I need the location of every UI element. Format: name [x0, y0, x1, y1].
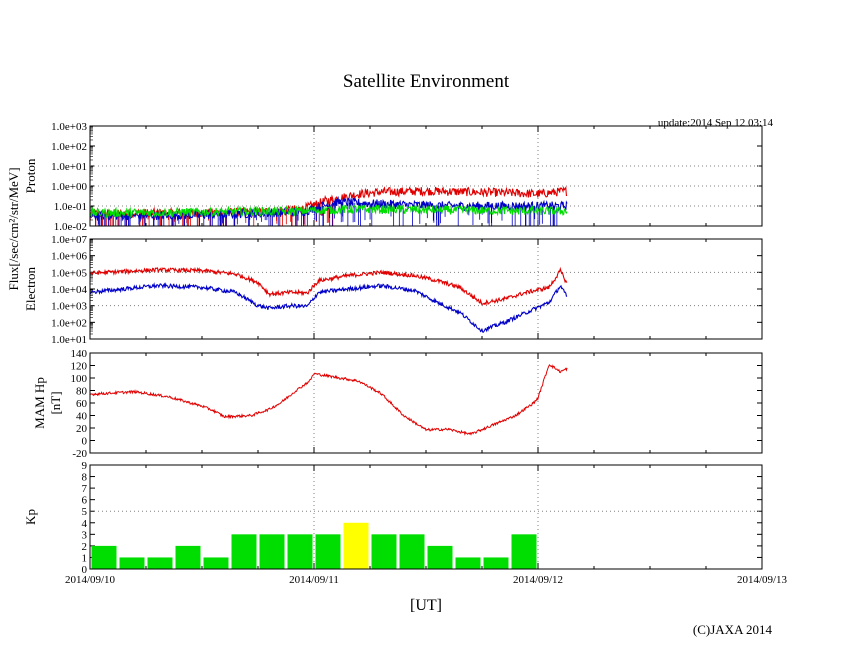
- kp-bar: [399, 534, 425, 569]
- electron-ytick-label: 1.0e+04: [51, 284, 87, 296]
- mam-hp-ytick-label: 140: [71, 348, 88, 360]
- kp-bar: [315, 534, 341, 569]
- kp-bar: [231, 534, 257, 569]
- mam-hp-ytick-label: 100: [71, 373, 88, 385]
- electron-blue-line: [90, 282, 568, 333]
- flux-ylabel: Flux[/sec/cm²/str/MeV]: [6, 167, 21, 290]
- proton-panel: 1.0e+03 1.0e+02 1.0e+01 1.0e+00 1.0e-01 1.0e-…: [23, 121, 763, 233]
- proton-green-line: [90, 203, 568, 219]
- kp-bar: [287, 534, 313, 569]
- kp-ytick-label: 8: [82, 472, 88, 484]
- kp-ytick-label: 4: [82, 518, 88, 530]
- mam-hp-frame: [89, 352, 763, 454]
- mam-hp-ytick-label: 80: [76, 386, 88, 398]
- kp-data: [91, 522, 537, 569]
- kp-bar: [203, 557, 229, 569]
- kp-bar: [91, 545, 117, 569]
- mam-hp-ytick-label: 40: [76, 411, 88, 423]
- x-axis-title: [UT]: [410, 597, 442, 614]
- kp-ytick-label: 6: [82, 495, 88, 507]
- electron-ylabel: Electron: [23, 266, 38, 311]
- kp-bar: [455, 557, 481, 569]
- hp-red-line: [90, 364, 568, 436]
- proton-frame: [89, 125, 763, 227]
- electron-ytick-label: 1.0e+06: [51, 251, 87, 263]
- x-tick-label: 2014/09/13: [737, 574, 788, 586]
- copyright-text: (C)JAXA 2014: [693, 622, 773, 637]
- kp-frame: [89, 464, 763, 570]
- electron-ytick-label: 1.0e+07: [51, 234, 87, 246]
- electron-ytick-label: 1.0e+05: [51, 267, 87, 279]
- mam-hp-ylabel2: [nT]: [48, 391, 63, 414]
- proton-data: [90, 185, 568, 226]
- mam-hp-ytick-label: 120: [71, 361, 88, 373]
- proton-ytick-label: 1.0e+02: [51, 141, 87, 153]
- x-tick-label: 2014/09/12: [513, 574, 563, 586]
- mam-hp-ylabel: MAM Hp: [32, 377, 47, 429]
- electron-red-line: [90, 266, 568, 306]
- mam-hp-ytick-label: 60: [76, 398, 88, 410]
- mam-hp-data: [90, 364, 568, 436]
- kp-bar: [119, 557, 145, 569]
- proton-ytick-label: 1.0e+01: [51, 161, 87, 173]
- kp-bar: [483, 557, 509, 569]
- electron-ytick-label: 1.0e+03: [51, 301, 87, 313]
- kp-bar: [259, 534, 285, 569]
- kp-ytick-label: 7: [82, 483, 88, 495]
- proton-ytick-label: 1.0e-02: [54, 221, 87, 233]
- x-tick-label: 2014/09/10: [65, 574, 116, 586]
- electron-frame: [89, 238, 763, 340]
- kp-ytick-label: 3: [82, 529, 88, 541]
- proton-ytick-label: 1.0e-01: [54, 201, 87, 213]
- proton-ytick-label: 1.0e+03: [51, 121, 87, 133]
- kp-ylabel: Kp: [23, 509, 38, 525]
- kp-ytick-label: 1: [82, 552, 88, 564]
- mam-hp-ytick-label: -20: [72, 448, 87, 460]
- chart-title: Satellite Environment: [343, 71, 510, 92]
- kp-ytick-label: 9: [82, 460, 88, 472]
- update-timestamp: update:2014 Sep 12 03:14: [658, 117, 774, 129]
- electron-panel: 1.0e+07 1.0e+06 1.0e+05 1.0e+04 1.0e+03 1.0e+…: [23, 234, 763, 346]
- electron-ytick-label: 1.0e+02: [51, 317, 87, 329]
- kp-ytick-label: 2: [82, 541, 88, 553]
- mam-hp-ytick-label: 20: [76, 423, 88, 435]
- kp-ytick-label: 5: [82, 506, 88, 518]
- kp-bar: [371, 534, 397, 569]
- kp-bar: [175, 545, 201, 569]
- electron-data: [90, 266, 568, 333]
- kp-bar: [427, 545, 453, 569]
- panels-group: 1.0e+03 1.0e+02 1.0e+01 1.0e+00 1.0e-01 1.0e-…: [23, 121, 788, 586]
- x-tick-label: 2014/09/11: [289, 574, 339, 586]
- mam-hp-ytick-label: 0: [82, 436, 88, 448]
- kp-bar: [343, 522, 369, 569]
- proton-ytick-label: 1.0e+00: [51, 181, 87, 193]
- kp-bar: [511, 534, 537, 569]
- kp-bar: [147, 557, 173, 569]
- electron-ytick-label: 1.0e+01: [51, 334, 87, 346]
- proton-ylabel: Proton: [23, 158, 38, 193]
- kp-ytick-label: 0: [82, 564, 88, 576]
